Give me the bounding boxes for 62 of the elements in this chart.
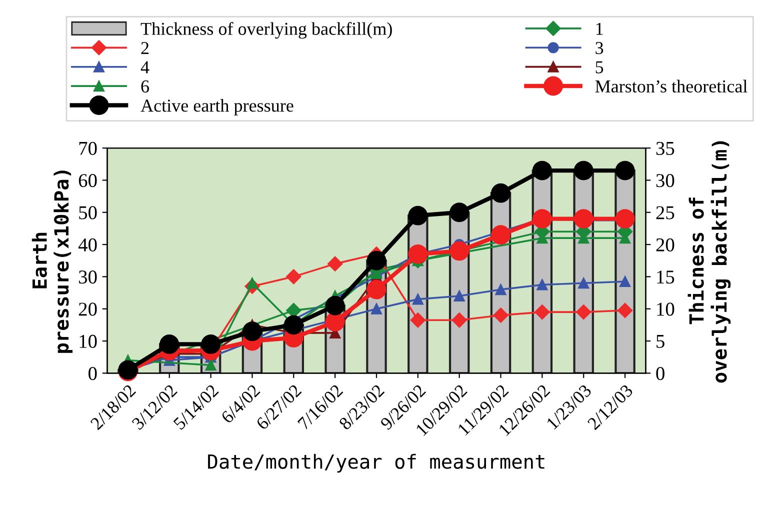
point xyxy=(327,256,343,272)
point xyxy=(366,280,386,300)
y-axis-title: Earth pressure(x10kPa) xyxy=(32,170,73,353)
y2-tick-label: 0 xyxy=(656,366,664,380)
point xyxy=(532,209,552,229)
point xyxy=(493,308,508,323)
point xyxy=(536,279,548,290)
point xyxy=(450,202,470,222)
legend-label: 4 xyxy=(140,61,150,74)
point xyxy=(617,302,633,318)
point xyxy=(284,315,304,335)
point xyxy=(574,209,594,229)
x-axis-title: Date/month/year of measurment xyxy=(208,454,544,473)
legend-label: 1 xyxy=(596,22,603,35)
legend-label: Thickness of overlying backfill(m) xyxy=(140,22,392,39)
point xyxy=(534,304,550,320)
y2-tick-label: 10 xyxy=(657,302,674,316)
y2-tick-label: 30 xyxy=(656,174,674,188)
point xyxy=(201,334,221,354)
point xyxy=(491,225,510,245)
y-tick-label: 70 xyxy=(79,142,97,155)
point xyxy=(532,160,552,180)
y-tick-label: 20 xyxy=(78,302,97,316)
legend-label: 2 xyxy=(141,42,149,54)
y2-tick-label: 15 xyxy=(657,270,674,284)
y-tick-label: 50 xyxy=(79,206,97,220)
point xyxy=(615,209,635,229)
point xyxy=(452,312,467,328)
y2-axis-title: Thicness of overlying backfill(m) xyxy=(688,141,731,383)
point xyxy=(578,278,590,289)
point xyxy=(286,269,302,284)
point xyxy=(412,294,424,305)
point xyxy=(325,312,345,332)
point xyxy=(410,312,426,328)
point xyxy=(574,160,594,180)
point xyxy=(408,206,428,226)
legend-label: 5 xyxy=(596,61,604,74)
point xyxy=(495,284,506,296)
point xyxy=(450,241,470,261)
legend-label: 6 xyxy=(141,80,149,93)
y2-tick-label: 35 xyxy=(656,142,674,155)
point xyxy=(619,276,631,288)
y2-tick-label: 20 xyxy=(656,238,674,252)
point xyxy=(160,334,180,354)
legend-label: Active earth pressure xyxy=(140,99,294,116)
y2-tick-label: 25 xyxy=(656,206,674,220)
point xyxy=(408,244,428,264)
point xyxy=(242,322,262,342)
legend-label: 3 xyxy=(596,42,604,54)
point xyxy=(576,304,592,320)
point xyxy=(370,303,382,314)
y-tick-label: 0 xyxy=(88,366,97,380)
y-tick-label: 40 xyxy=(78,238,97,252)
legend-label: Marston’s theoretical xyxy=(595,80,748,93)
point xyxy=(454,290,465,302)
y2-tick-label: 5 xyxy=(656,335,664,348)
point xyxy=(366,250,386,270)
y-tick-label: 10 xyxy=(80,334,97,348)
point xyxy=(615,160,635,180)
point xyxy=(491,183,510,203)
y-tick-label: 30 xyxy=(79,270,97,284)
y-tick-label: 60 xyxy=(78,174,97,188)
